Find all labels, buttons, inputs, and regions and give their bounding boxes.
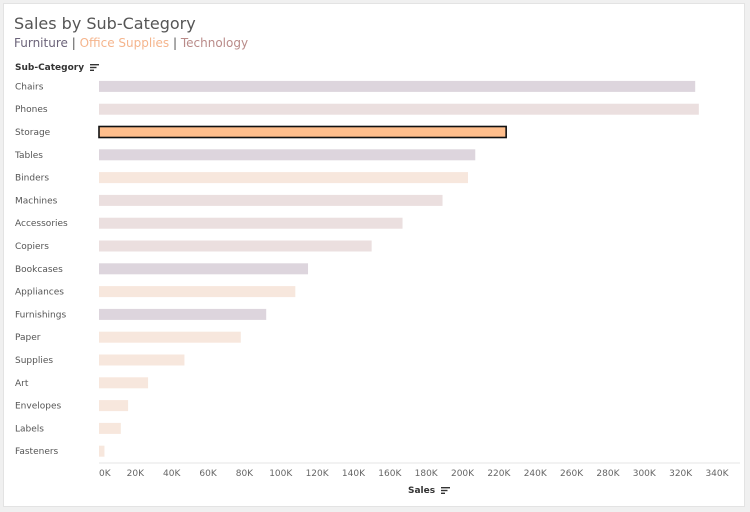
legend-separator: | (169, 36, 181, 50)
legend-furniture[interactable]: Furniture (14, 36, 68, 50)
bar-copiers[interactable] (99, 240, 372, 252)
category-label-chairs[interactable]: Chairs (15, 82, 44, 92)
x-tick-label: 240K (524, 469, 548, 479)
x-tick-label: 20K (127, 469, 145, 479)
x-tick-label: 320K (669, 469, 693, 479)
sort-descending-icon[interactable] (90, 64, 100, 71)
bar-art[interactable] (99, 377, 149, 389)
row-header-label: Sub-Category (15, 63, 85, 73)
category-label-appliances[interactable]: Appliances (15, 288, 64, 298)
bar-appliances[interactable] (99, 286, 296, 298)
legend-technology[interactable]: Technology (180, 36, 249, 50)
x-axis-label: Sales (408, 486, 436, 496)
category-label-furnishings[interactable]: Furnishings (15, 310, 66, 320)
x-tick-label: 300K (633, 469, 657, 479)
chart-card: Sales by Sub-Category Furniture | Office… (3, 3, 745, 507)
x-axis-title[interactable]: Sales (408, 486, 451, 496)
bar-chairs[interactable] (99, 80, 696, 92)
x-tick-label: 140K (342, 469, 366, 479)
x-tick-label: 80K (236, 469, 254, 479)
category-label-labels[interactable]: Labels (15, 424, 44, 434)
bar-accessories[interactable] (99, 217, 403, 229)
bar-labels[interactable] (99, 422, 121, 434)
category-label-supplies[interactable]: Supplies (15, 356, 53, 366)
x-tick-label: 120K (306, 469, 330, 479)
category-label-binders[interactable]: Binders (15, 174, 49, 184)
category-label-paper[interactable]: Paper (15, 333, 41, 343)
category-label-phones[interactable]: Phones (15, 105, 48, 115)
x-tick-label: 180K (415, 469, 439, 479)
x-tick-label: 340K (705, 469, 729, 479)
bar-phones[interactable] (99, 103, 699, 115)
category-label-accessories[interactable]: Accessories (15, 219, 68, 229)
bar-storage[interactable] (98, 125, 507, 139)
x-tick-label: 260K (560, 469, 584, 479)
x-tick-label: 160K (378, 469, 402, 479)
legend-office-supplies[interactable]: Office Supplies (79, 36, 170, 50)
category-label-machines[interactable]: Machines (15, 196, 58, 206)
category-label-fasteners[interactable]: Fasteners (15, 447, 59, 457)
x-tick-label: 40K (163, 469, 181, 479)
sort-descending-icon[interactable] (441, 487, 451, 494)
category-label-envelopes[interactable]: Envelopes (15, 402, 62, 412)
category-label-copiers[interactable]: Copiers (15, 242, 49, 252)
sub-category-header[interactable]: Sub-Category (15, 63, 100, 73)
legend-separator: | (67, 36, 80, 50)
color-legend: Furniture | Office Supplies | Technology (14, 36, 248, 50)
category-label-tables[interactable]: Tables (14, 151, 43, 161)
category-label-storage[interactable]: Storage (15, 128, 51, 138)
bar-machines[interactable] (99, 194, 443, 206)
x-tick-label: 60K (199, 469, 217, 479)
bar-supplies[interactable] (99, 354, 185, 366)
bar-binders[interactable] (99, 172, 468, 184)
x-tick-label: 200K (451, 469, 475, 479)
x-tick-label: 220K (487, 469, 511, 479)
bar-fasteners[interactable] (99, 445, 105, 457)
x-tick-label: 280K (596, 469, 620, 479)
bar-paper[interactable] (99, 331, 241, 343)
x-tick-label: 0K (99, 469, 112, 479)
bar-tables[interactable] (99, 149, 476, 161)
x-tick-label: 100K (269, 469, 293, 479)
bar-envelopes[interactable] (99, 400, 129, 412)
bar-furnishings[interactable] (99, 308, 267, 320)
chart-title: Sales by Sub-Category (14, 14, 196, 33)
bar-chart: Chairs Phones Storage Tables Binders Machines… (14, 80, 740, 479)
category-label-art[interactable]: Art (15, 379, 29, 389)
bar-bookcases[interactable] (99, 263, 309, 275)
category-label-bookcases[interactable]: Bookcases (15, 265, 63, 275)
